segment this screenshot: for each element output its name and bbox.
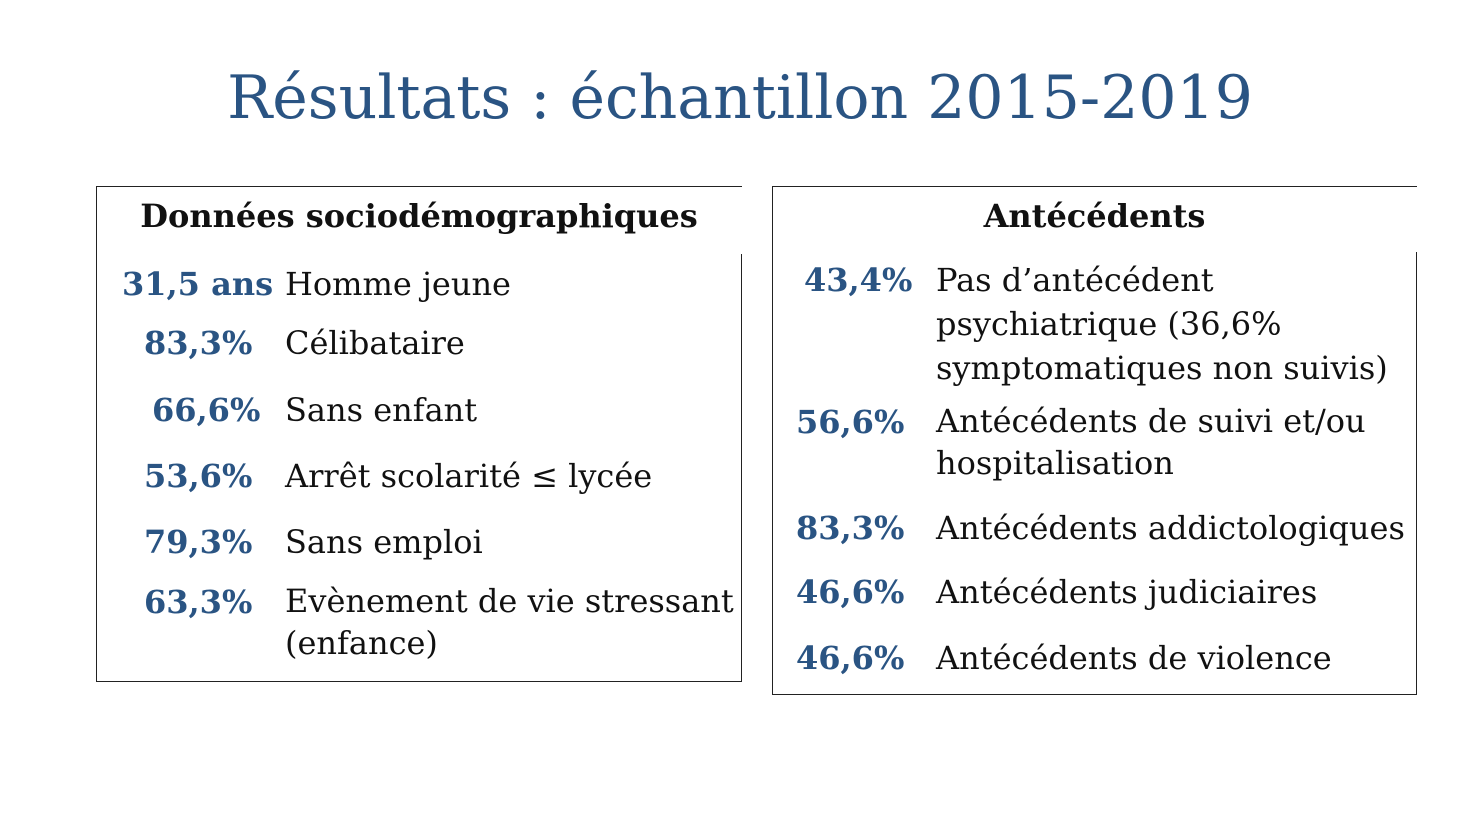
stat-value: 31,5 ans <box>122 265 274 303</box>
stat-label: Homme jeune <box>285 265 511 303</box>
stat-label: Antécédents de suivi et/ou hospitalisati… <box>936 402 1366 482</box>
stat-label: Pas d’antécédent psychiatrique (36,6% sy… <box>936 261 1388 387</box>
stat-label: Sans enfant <box>285 391 478 429</box>
stat-label: Antécédents de violence <box>936 639 1332 677</box>
stat-value: 66,6% <box>152 391 261 429</box>
stat-label: Célibataire <box>285 324 465 362</box>
stat-label: Sans emploi <box>285 523 483 561</box>
page-title: Résultats : échantillon 2015-2019 <box>227 63 1253 133</box>
stat-value: 53,6% <box>144 457 253 495</box>
panel-top-border <box>772 186 1417 187</box>
stat-value: 46,6% <box>796 639 905 677</box>
stat-value: 46,6% <box>796 573 905 611</box>
stat-value: 43,4% <box>804 261 913 299</box>
panel-header: Données sociodémographiques <box>140 197 698 235</box>
panel-left-border <box>96 186 97 682</box>
stat-label: Antécédents judiciaires <box>936 573 1318 611</box>
stat-value: 83,3% <box>796 509 905 547</box>
panel-right-border <box>1416 252 1417 695</box>
stat-value: 63,3% <box>144 583 253 621</box>
panel-bottom-border <box>96 681 742 682</box>
history-panel: Antécédents 43,4% Pas d’antécédent psych… <box>772 186 1417 695</box>
stat-value: 79,3% <box>144 523 253 561</box>
stat-value: 56,6% <box>796 403 905 441</box>
panel-top-border <box>96 186 742 187</box>
panel-header: Antécédents <box>983 197 1206 235</box>
stat-value: 83,3% <box>144 324 253 362</box>
stat-label: Antécédents addictologiques <box>936 509 1405 547</box>
panel-left-border <box>772 186 773 695</box>
panel-bottom-border <box>772 694 1417 695</box>
sociodemographic-panel: Données sociodémographiques 31,5 ans Hom… <box>96 186 742 682</box>
stat-label: Evènement de vie stressant (enfance) <box>285 582 734 662</box>
panel-right-border <box>741 254 742 682</box>
stat-label: Arrêt scolarité ≤ lycée <box>285 457 653 495</box>
